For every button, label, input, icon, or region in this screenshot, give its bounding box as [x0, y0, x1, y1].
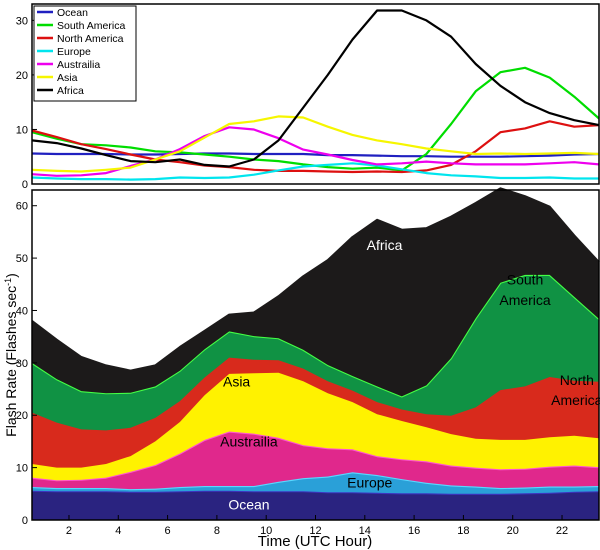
top-y-tick-label: 10	[16, 124, 28, 136]
bottom-x-tick-label: 14	[359, 525, 371, 537]
bottom-x-tick-label: 8	[214, 525, 220, 537]
bottom-x-tick-label: 12	[309, 525, 321, 537]
bottom-x-tick-label: 20	[507, 525, 519, 537]
top-line-series	[31, 9, 600, 181]
legend-label-austrailia: Austrailia	[57, 59, 100, 71]
area-ocean	[32, 490, 599, 520]
top-y-tick-label: 20	[16, 70, 28, 82]
legend-label-asia: Asia	[57, 72, 78, 84]
legend-box	[33, 5, 137, 102]
annotation-africa: Africa	[367, 237, 403, 253]
annotation-south-america: America	[499, 292, 551, 308]
bottom-y-tick-label: 30	[16, 358, 28, 370]
y-axis-label-main: Flash Rate (Flashes sec	[3, 286, 19, 437]
line-africa	[31, 9, 600, 168]
annotation-south-america: South	[507, 271, 544, 287]
annotation-north-america: North	[560, 372, 594, 388]
bottom-y-ticks: 0 10 20 30 40 50 60	[16, 201, 37, 527]
y-axis-label-superscript: -1	[3, 278, 13, 286]
bottom-x-tick-label: 6	[165, 525, 171, 537]
top-y-ticks: 0 10 20 30	[16, 15, 37, 191]
bottom-x-tick-label: 10	[260, 525, 272, 537]
legend-label-europe: Europe	[57, 46, 91, 58]
bottom-y-tick-label: 60	[16, 201, 28, 213]
bottom-x-ticks: 2 4 6 8 10 12 14 16 18 20 22	[66, 515, 568, 537]
bottom-x-tick-label: 16	[408, 525, 420, 537]
area-austrailia	[32, 431, 599, 490]
top-plot-frame	[31, 3, 600, 185]
bottom-y-tick-label: 40	[16, 305, 28, 317]
bottom-y-tick-label: 50	[16, 253, 28, 265]
bottom-y-tick-label: 0	[22, 515, 28, 527]
bottom-area-series	[31, 187, 600, 520]
area-asia	[32, 372, 599, 481]
annotation-asia: Asia	[223, 373, 250, 389]
line-europe	[31, 162, 599, 181]
y-axis-label-tail: )	[3, 273, 19, 278]
legend-label-south-america: South America	[57, 20, 125, 32]
bottom-x-tick-label: 18	[457, 525, 469, 537]
bottom-y-tick-label: 20	[16, 410, 28, 422]
legend-label-ocean: Ocean	[57, 7, 88, 19]
x-axis-label: Time (UTC Hour)	[258, 533, 372, 550]
top-y-tick-label: 30	[16, 15, 28, 27]
bottom-panel: Africa South America North America Asia Austra…	[3, 187, 600, 550]
top-y-tick-label: 0	[22, 179, 28, 191]
bottom-annotations: Africa South America North America Asia Austra…	[220, 237, 600, 512]
annotation-europe: Europe	[347, 475, 392, 491]
bottom-x-tick-label: 22	[556, 525, 568, 537]
area-north-america	[32, 357, 599, 468]
area-south-america	[32, 274, 599, 431]
legend-label-north-america: North America	[57, 33, 124, 45]
annotation-north-america: America	[551, 392, 600, 408]
line-north-america	[31, 120, 600, 174]
annotation-austrailia: Austrailia	[220, 434, 278, 450]
y-axis-label: Flash Rate (Flashes sec-1)	[3, 273, 19, 437]
bottom-x-tick-label: 4	[115, 525, 121, 537]
bottom-y-tick-label: 10	[16, 463, 28, 475]
bottom-x-tick-label: 2	[66, 525, 72, 537]
line-asia	[31, 115, 600, 173]
annotation-ocean: Ocean	[228, 497, 269, 513]
legend-label-africa: Africa	[57, 85, 84, 97]
area-africa	[32, 188, 599, 397]
